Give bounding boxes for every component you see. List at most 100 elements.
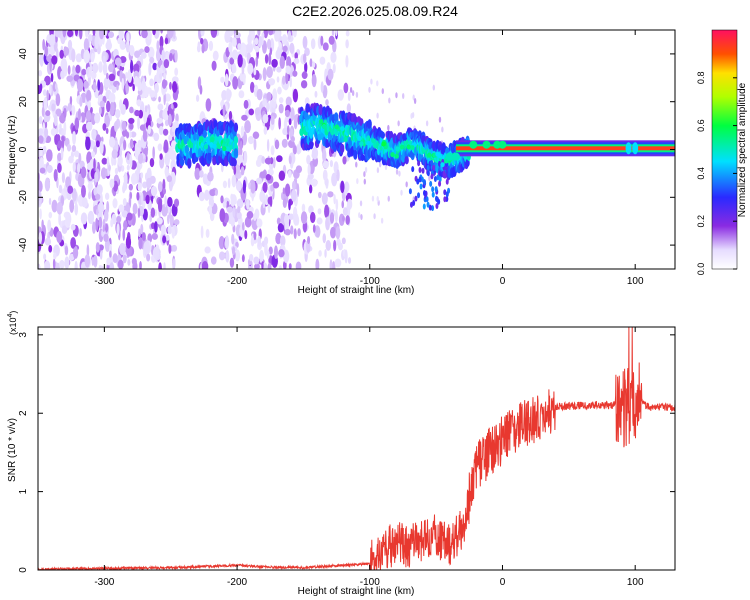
spectrogram-cell bbox=[272, 181, 280, 189]
spectrogram-cell bbox=[266, 66, 273, 79]
snr-y-tick-label: 1 bbox=[18, 488, 29, 494]
spectrogram-cell bbox=[293, 145, 297, 155]
spectrogram-x-tick-label: -200 bbox=[227, 276, 247, 287]
spectrogram-cell bbox=[99, 250, 103, 260]
spectrogram-cell bbox=[137, 82, 142, 92]
spectrogram-cell bbox=[139, 124, 146, 131]
spectrogram-cell bbox=[327, 68, 334, 81]
spectrogram-cell bbox=[83, 49, 91, 64]
spectrogram-cell bbox=[152, 246, 160, 260]
spectrogram-cell bbox=[308, 184, 313, 194]
spectrogram-cell bbox=[332, 63, 336, 74]
spectrogram-cell bbox=[85, 136, 91, 151]
spectrogram-cell bbox=[67, 39, 73, 50]
spectrogram-cell bbox=[44, 127, 49, 138]
spectrogram-x-ticks: -300 -200 -100 0 100 bbox=[94, 30, 644, 287]
spectrogram-cell bbox=[284, 213, 290, 226]
spectrogram-cell bbox=[278, 249, 285, 258]
spectrogram-cell bbox=[38, 135, 44, 144]
spectrogram-cell bbox=[90, 106, 93, 114]
spectrogram-cell bbox=[224, 235, 230, 250]
spectrogram-cell bbox=[278, 170, 286, 181]
spectrogram-cell bbox=[311, 73, 317, 88]
spectrogram-cell bbox=[54, 83, 58, 90]
spectrogram-cell bbox=[57, 162, 62, 174]
spectrogram-cell bbox=[119, 148, 122, 157]
spectrogram-cell bbox=[302, 35, 308, 49]
spectrogram-cell bbox=[69, 96, 73, 105]
spectrogram-cell bbox=[140, 51, 147, 59]
spectrogram-cell bbox=[129, 123, 134, 130]
spectrogram-cell bbox=[199, 85, 203, 95]
spectrogram-cell bbox=[53, 113, 58, 127]
spectrogram-cell bbox=[167, 30, 174, 39]
spectrogram-cells bbox=[38, 30, 675, 269]
spectrogram-cell bbox=[102, 62, 108, 76]
spectrogram-cell bbox=[132, 83, 135, 92]
colorbar: 0.0 0.2 0.4 0.6 0.8 Normalized spectral ampl… bbox=[696, 29, 748, 275]
spectrogram-cell bbox=[179, 158, 185, 167]
spectrogram-cell bbox=[121, 77, 125, 91]
spectrogram-cell bbox=[290, 107, 295, 121]
spectrogram-cell bbox=[147, 124, 151, 135]
spectrogram-x-label: Height of straight line (km) bbox=[298, 285, 415, 296]
spectrogram-cell bbox=[376, 112, 379, 119]
spectrogram-cell bbox=[278, 265, 282, 269]
spectrogram-cell bbox=[329, 259, 333, 269]
spectrogram-cell bbox=[184, 144, 190, 155]
spectrogram-cell bbox=[109, 250, 112, 258]
spectrogram-cell bbox=[435, 202, 439, 209]
spectrogram-cell bbox=[236, 198, 244, 209]
snr-x-ticks: -300 -200 -100 0 100 bbox=[94, 327, 644, 588]
spectrogram-cell bbox=[364, 166, 368, 173]
spectrogram-cell bbox=[247, 135, 254, 145]
spectrogram-cell bbox=[404, 156, 409, 165]
spectrogram-cell bbox=[370, 78, 373, 85]
spectrogram-cell bbox=[162, 235, 167, 244]
spectrogram-cell bbox=[397, 120, 400, 127]
spectrogram-cell bbox=[168, 244, 172, 254]
spectrogram-cell bbox=[168, 53, 173, 62]
spectrogram-cell bbox=[59, 49, 65, 59]
spectrogram-cell bbox=[108, 136, 116, 148]
spectrogram-cell bbox=[150, 222, 155, 230]
spectrogram-cell bbox=[318, 103, 323, 115]
spectrogram-cell bbox=[394, 153, 399, 159]
spectrogram-cell bbox=[380, 131, 385, 139]
spectrogram-cell bbox=[252, 131, 260, 139]
spectrogram-cell bbox=[149, 78, 154, 87]
spectrogram-cell bbox=[207, 151, 212, 162]
spectrogram-cell bbox=[267, 262, 272, 269]
spectrogram-cell bbox=[290, 136, 295, 143]
spectrogram-cell bbox=[165, 234, 170, 241]
spectrogram-cell bbox=[162, 128, 169, 136]
spectrogram-cell bbox=[137, 153, 144, 164]
spectrogram-cell bbox=[204, 246, 211, 254]
spectrogram-cell bbox=[163, 59, 170, 69]
spectrogram-cell bbox=[58, 212, 62, 226]
spectrogram-cell bbox=[331, 261, 336, 269]
spectrogram-cell bbox=[56, 134, 61, 142]
spectrogram-cell bbox=[108, 164, 111, 172]
spectrogram-cell bbox=[81, 68, 87, 76]
spectrogram-cell bbox=[211, 60, 217, 71]
spectrogram-cell bbox=[400, 189, 403, 196]
spectrogram-cell bbox=[224, 30, 231, 44]
spectrogram-cell bbox=[159, 73, 162, 80]
spectrogram-cell bbox=[171, 76, 179, 84]
spectrogram-cell bbox=[498, 140, 507, 149]
spectrogram-cell bbox=[162, 188, 166, 195]
spectrogram-cell bbox=[91, 221, 96, 234]
spectrogram-cell bbox=[254, 107, 260, 116]
spectrogram-cell bbox=[262, 67, 267, 81]
spectrogram-cell bbox=[139, 261, 142, 269]
spectrogram-cell bbox=[250, 180, 256, 194]
spectrogram-cell bbox=[129, 156, 133, 169]
spectrogram-cell bbox=[164, 119, 169, 127]
spectrogram-cell bbox=[238, 90, 245, 99]
spectrogram-cell bbox=[430, 160, 434, 167]
spectrogram-cell bbox=[97, 79, 101, 91]
snr-x-tick-label: -100 bbox=[360, 577, 380, 588]
spectrogram-cell bbox=[187, 157, 192, 169]
spectrogram-cell bbox=[109, 178, 115, 189]
